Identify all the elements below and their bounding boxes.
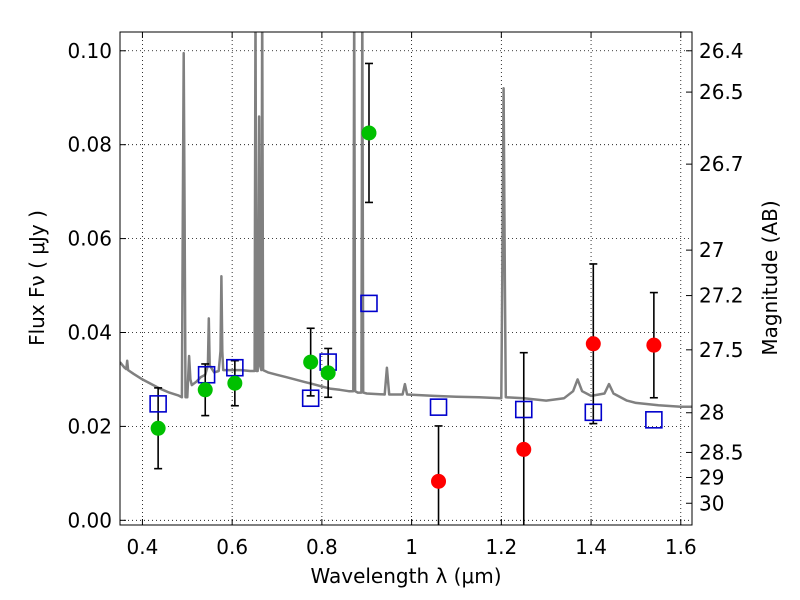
model-spectrum-line — [120, 32, 692, 408]
detection-point — [150, 420, 166, 436]
mag-tick-label: 30 — [699, 491, 724, 515]
model-photometry-square — [514, 400, 533, 419]
mag-tick-label: 29 — [699, 465, 724, 489]
x-tick-label: 1.6 — [665, 535, 697, 559]
detection-point — [227, 375, 243, 391]
mag-tick-label: 27 — [699, 238, 724, 262]
x-tick-label: 1.2 — [485, 535, 517, 559]
y-tick-label: 0.06 — [67, 227, 112, 251]
mag-tick-label: 27.5 — [699, 338, 744, 362]
y-axis-label: Flux Fν ( μJy ) — [25, 210, 49, 346]
model-photometry-square — [584, 403, 603, 422]
model-photometry-square — [149, 395, 167, 413]
model-photometry-square — [301, 389, 320, 408]
grid — [120, 32, 692, 525]
detection-point — [320, 365, 336, 381]
model-photometry-square — [360, 294, 378, 313]
axis-ticks: 0.4 0.6 0.8 1 1.2 1.4 1.6 0.00 0.02 0.04 0.06 0.08 0… — [67, 32, 744, 559]
x-axis-label: Wavelength λ (μm) — [310, 564, 501, 588]
x-tick-label: 0.4 — [127, 535, 159, 559]
upper-limit-point — [646, 337, 662, 353]
y-tick-label: 0.10 — [67, 39, 112, 63]
upper-limit-point — [585, 336, 601, 352]
mag-tick-label: 27.2 — [699, 284, 744, 308]
upper-limit-point — [516, 441, 532, 457]
x-tick-label: 1 — [405, 535, 418, 559]
y2-axis-label: Magnitude (AB) — [758, 200, 782, 355]
y-tick-label: 0.02 — [67, 414, 112, 438]
y-tick-label: 0.08 — [67, 133, 112, 157]
y-tick-label: 0.04 — [67, 320, 112, 344]
mag-tick-label: 28 — [699, 401, 724, 425]
plot-frame — [119, 31, 693, 526]
model-photometry-square — [429, 398, 448, 416]
detection-point — [197, 382, 213, 398]
detection-point — [361, 125, 377, 141]
x-tick-label: 0.6 — [216, 535, 248, 559]
measured-points — [150, 125, 662, 489]
x-tick-label: 1.4 — [575, 535, 607, 559]
mag-tick-label: 26.5 — [699, 80, 744, 104]
mag-tick-label: 26.4 — [699, 39, 744, 63]
mag-tick-label: 26.7 — [699, 152, 744, 176]
x-tick-label: 0.8 — [306, 535, 338, 559]
upper-limit-point — [431, 473, 447, 489]
mag-tick-label: 28.5 — [699, 440, 744, 464]
detection-point — [303, 354, 319, 370]
model-photometry-square — [645, 411, 663, 429]
plot-area — [120, 32, 692, 525]
y-tick-label: 0.00 — [67, 508, 112, 532]
